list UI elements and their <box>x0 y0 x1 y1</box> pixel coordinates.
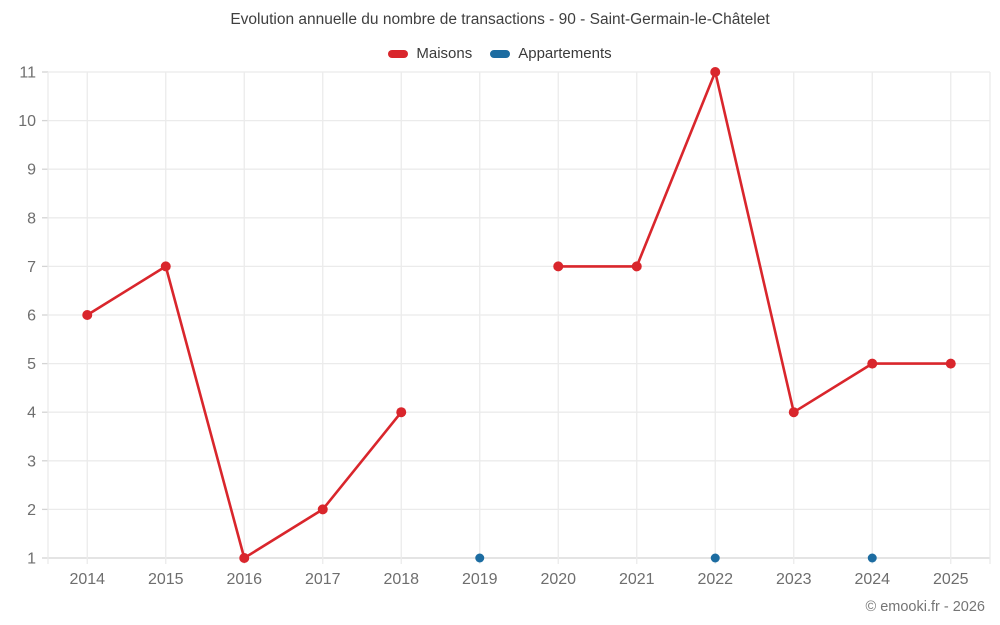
maisons-point[interactable] <box>631 261 642 272</box>
x-tick-label: 2020 <box>540 571 576 588</box>
legend-label-maisons: Maisons <box>416 45 473 62</box>
maisons-swatch-icon <box>388 49 409 58</box>
legend-item-maisons[interactable]: Maisons <box>388 45 472 62</box>
x-tick-label: 2016 <box>226 571 262 588</box>
y-tick-label: 8 <box>27 210 36 227</box>
x-tick-label: 2019 <box>462 571 498 588</box>
chart-title: Evolution annuelle du nombre de transact… <box>230 11 770 28</box>
maisons-point[interactable] <box>317 504 328 515</box>
chart-legend: Maisons Appartements <box>0 45 1000 62</box>
appartements-point[interactable] <box>710 553 720 563</box>
y-tick-label: 1 <box>27 551 36 568</box>
appartements-point[interactable] <box>867 553 877 563</box>
x-tick-label: 2017 <box>305 571 341 588</box>
y-tick-label: 2 <box>27 502 36 519</box>
legend-item-appartements[interactable]: Appartements <box>490 45 612 62</box>
maisons-point[interactable] <box>945 358 956 369</box>
y-tick-label: 4 <box>27 405 36 422</box>
legend-label-appartements: Appartements <box>518 45 612 62</box>
maisons-point[interactable] <box>396 407 407 418</box>
x-tick-label: 2014 <box>69 571 105 588</box>
maisons-point[interactable] <box>82 310 93 320</box>
x-tick-label: 2023 <box>776 571 812 588</box>
x-tick-label: 2015 <box>148 571 184 588</box>
y-tick-label: 10 <box>18 113 36 130</box>
maisons-point[interactable] <box>160 261 171 272</box>
maisons-point[interactable] <box>788 407 799 418</box>
y-tick-label: 7 <box>27 259 36 276</box>
maisons-point[interactable] <box>553 261 564 272</box>
x-tick-label: 2025 <box>933 571 969 588</box>
maisons-point[interactable] <box>867 358 878 369</box>
copyright: © emooki.fr - 2026 <box>865 599 985 615</box>
x-tick-label: 2022 <box>697 571 733 588</box>
y-tick-label: 5 <box>27 356 36 373</box>
appartements-point[interactable] <box>475 553 485 563</box>
y-tick-label: 9 <box>27 162 36 179</box>
appartements-swatch-icon <box>490 49 511 58</box>
maisons-line <box>556 70 953 414</box>
y-tick-label: 6 <box>27 308 36 325</box>
y-tick-label: 11 <box>19 65 36 82</box>
maisons-point[interactable] <box>710 67 721 77</box>
maisons-point[interactable] <box>239 553 250 563</box>
y-tick-label: 3 <box>27 453 36 470</box>
x-tick-label: 2024 <box>854 571 890 588</box>
x-tick-label: 2021 <box>619 571 655 588</box>
x-tick-label: 2018 <box>383 571 419 588</box>
